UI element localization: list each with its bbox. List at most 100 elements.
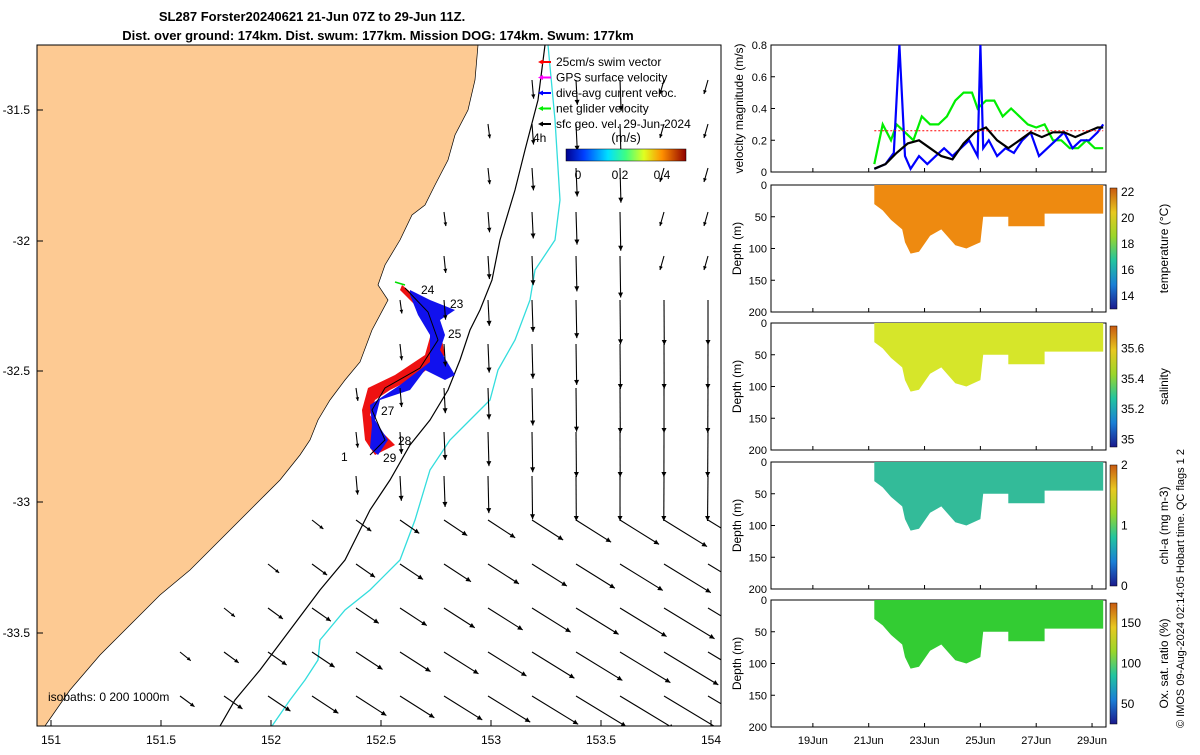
heatmap-colorbar <box>1110 326 1117 447</box>
legend-label: GPS surface velocity <box>556 71 667 85</box>
depth-tick: 0 <box>761 457 767 469</box>
colorbar-tick: 16 <box>1121 263 1135 277</box>
velocity-y-tick: 0.6 <box>752 72 767 84</box>
day-label: 28 <box>398 434 412 448</box>
isobath-note: isobaths: 0 200 1000m <box>48 690 169 704</box>
depth-tick: 50 <box>755 350 767 362</box>
map-y-tick-label: -33 <box>13 495 31 509</box>
day-label: 24 <box>421 283 435 297</box>
time-tick-label: 23Jun <box>910 735 940 747</box>
day-label: 1 <box>341 450 348 464</box>
depth-tick: 50 <box>755 489 767 501</box>
map-x-tick-label: 153 <box>481 733 501 747</box>
colorbar-tick: 22 <box>1121 185 1135 199</box>
legend-label: dive-avg current veloc. <box>556 86 677 100</box>
depth-tick: 0 <box>761 595 767 607</box>
colorbar-tick: 0 <box>1121 579 1128 593</box>
velocity-y-tick: 0 <box>761 167 767 179</box>
title-line-1: SL287 Forster20240621 21-Jun 07Z to 29-J… <box>159 9 465 24</box>
title-line-2: Dist. over ground: 174km. Dist. swum: 17… <box>122 28 634 43</box>
day-label: 29 <box>383 451 397 465</box>
heatmap-colorbar <box>1110 188 1117 309</box>
depth-tick: 150 <box>749 275 767 287</box>
depth-tick: 200 <box>749 722 767 734</box>
legend-label: sfc geo. vel. 29-Jun-2024 <box>556 117 691 131</box>
map-x-tick-label: 152.5 <box>366 733 396 747</box>
legend-label: net glider velocity <box>556 102 649 116</box>
velocity-y-tick: 0.4 <box>752 104 767 116</box>
day-label: 27 <box>381 404 395 418</box>
colorbar-tick: 14 <box>1121 289 1135 303</box>
vector-arrow <box>620 300 621 344</box>
map-x-tick-label: 152 <box>261 733 281 747</box>
map-y-tick-label: -33.5 <box>3 626 31 640</box>
colorbar-tick: 100 <box>1121 657 1141 671</box>
vector-arrow-head <box>749 544 755 549</box>
colorbar-tick: 2 <box>1121 458 1128 472</box>
colorbar-label: temperature (°C) <box>1157 204 1171 294</box>
time-tick-label: 21Jun <box>854 735 884 747</box>
map-y-tick-label: -32.5 <box>3 364 31 378</box>
map-colorbar-tick: 0 <box>575 168 582 182</box>
depth-tick: 100 <box>749 244 767 256</box>
day-label: 23 <box>450 297 464 311</box>
depth-tick: 100 <box>749 521 767 533</box>
map-colorbar <box>566 149 686 161</box>
colorbar-tick: 35.6 <box>1121 342 1145 356</box>
vector-arrow-head <box>717 726 723 731</box>
vector-arrow <box>576 344 577 385</box>
map-y-tick-label: -32 <box>13 234 31 248</box>
colorbar-tick: 50 <box>1121 697 1135 711</box>
heatmap-colorbar <box>1110 465 1117 586</box>
depth-tick: 100 <box>749 659 767 671</box>
colorbar-tick: 1 <box>1121 519 1128 533</box>
time-tick-label: 29Jun <box>1077 735 1107 747</box>
map-colorbar-tick: 0.2 <box>612 168 629 182</box>
legend-label: 25cm/s swim vector <box>556 55 661 69</box>
day-label: 25 <box>448 327 462 341</box>
legend-note: 4h <box>533 131 546 145</box>
depth-tick: 0 <box>761 318 767 330</box>
map-colorbar-label: (m/s) <box>611 130 641 145</box>
colorbar-label: Ox. sat. ratio (%) <box>1157 618 1171 708</box>
heatmap-colorbar <box>1110 603 1117 724</box>
depth-ylabel: Depth (m) <box>730 499 744 552</box>
velocity-ylabel: velocity magnitude (m/s) <box>732 43 746 173</box>
vector-arrow-head <box>761 682 767 687</box>
depth-tick: 200 <box>749 445 767 457</box>
colorbar-tick: 35 <box>1121 432 1135 446</box>
map-x-tick-label: 151 <box>41 733 61 747</box>
time-tick-label: 27Jun <box>1021 735 1051 747</box>
colorbar-tick: 35.4 <box>1121 372 1145 386</box>
colorbar-label: salinity <box>1157 368 1171 405</box>
colorbar-tick: 150 <box>1121 616 1141 630</box>
map-colorbar-tick: 0.4 <box>654 168 671 182</box>
depth-tick: 150 <box>749 690 767 702</box>
depth-ylabel: Depth (m) <box>730 637 744 690</box>
map-y-tick-label: -31.5 <box>3 103 31 117</box>
depth-ylabel: Depth (m) <box>730 360 744 413</box>
time-tick-label: 19Jun <box>798 735 828 747</box>
depth-tick: 150 <box>749 552 767 564</box>
colorbar-label: chl-a (mg m-3) <box>1157 486 1171 564</box>
depth-tick: 0 <box>761 180 767 192</box>
depth-tick: 150 <box>749 413 767 425</box>
depth-ylabel: Depth (m) <box>730 222 744 275</box>
vector-arrow <box>620 256 621 298</box>
colorbar-tick: 20 <box>1121 211 1135 225</box>
vector-arrow <box>532 432 533 472</box>
depth-tick: 50 <box>755 212 767 224</box>
vector-arrow <box>532 476 533 519</box>
credit-text: © IMOS 09-Aug-2024 02:14:05 Hobart time.… <box>1175 449 1187 728</box>
depth-tick: 100 <box>749 382 767 394</box>
colorbar-tick: 18 <box>1121 237 1135 251</box>
map-x-tick-label: 151.5 <box>146 733 176 747</box>
